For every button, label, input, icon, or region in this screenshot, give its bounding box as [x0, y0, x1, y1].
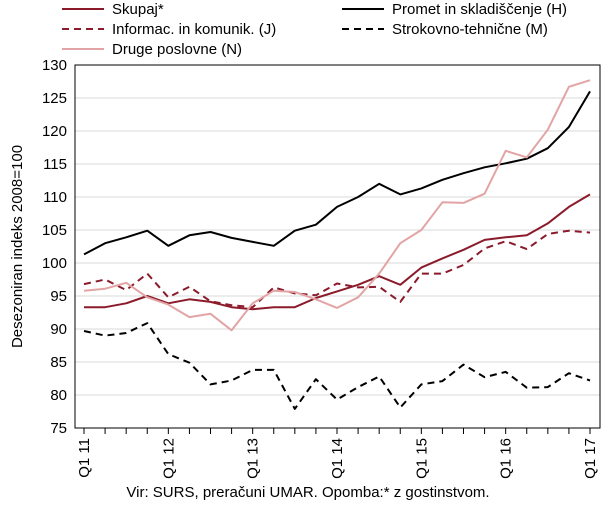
- x-tick-label: Q1 16: [498, 438, 515, 479]
- y-tick-label: 105: [42, 222, 67, 239]
- x-tick-label: Q1 17: [582, 438, 599, 479]
- legend-label: Informac. in komunik. (J): [112, 21, 276, 38]
- x-tick-label: Q1 13: [245, 438, 262, 479]
- x-axis-ticks: Q1 11 Q1 12 Q1 13 Q1 14 Q1 15 Q1 16 Q1 17: [76, 428, 599, 479]
- y-axis-ticks: 75 80 85 90 95 100 105 110 115 120 125 130: [42, 57, 67, 437]
- source-footnote: Vir: SURS, preračuni UMAR. Opomba:* z go…: [126, 484, 490, 501]
- y-tick-label: 75: [50, 420, 67, 437]
- y-tick-label: 90: [50, 321, 67, 338]
- y-tick-label: 115: [43, 156, 67, 173]
- y-axis-title: Desezoniran indeks 2008=100: [9, 145, 26, 348]
- y-tick-label: 95: [50, 288, 67, 305]
- legend-label: Skupaj*: [112, 1, 164, 18]
- y-tick-label: 80: [50, 387, 67, 404]
- x-tick-label: Q1 15: [413, 438, 430, 479]
- series-line-1: [83, 90, 591, 256]
- x-tick-label: Q1 12: [160, 438, 177, 479]
- y-tick-label: 85: [50, 354, 67, 371]
- legend-label: Druge poslovne (N): [112, 41, 242, 58]
- y-tick-label: 100: [42, 255, 67, 272]
- series-line-3: [83, 322, 591, 410]
- series-line-4: [83, 79, 591, 332]
- y-tick-label: 125: [42, 90, 67, 107]
- y-tick-label: 110: [43, 189, 67, 206]
- x-tick-label: Q1 11: [76, 438, 93, 478]
- legend-label: Promet in skladiščenje (H): [392, 1, 567, 18]
- series-line-0: [84, 193, 591, 311]
- legend: Skupaj* Promet in skladiščenje (H) Informa…: [62, 1, 567, 58]
- legend-label: Strokovno-tehnične (M): [392, 21, 548, 38]
- y-tick-label: 130: [42, 57, 67, 74]
- x-tick-label: Q1 14: [329, 438, 346, 479]
- series-lines: [83, 79, 591, 410]
- y-tick-label: 120: [42, 123, 67, 140]
- series-line-2: [83, 229, 591, 309]
